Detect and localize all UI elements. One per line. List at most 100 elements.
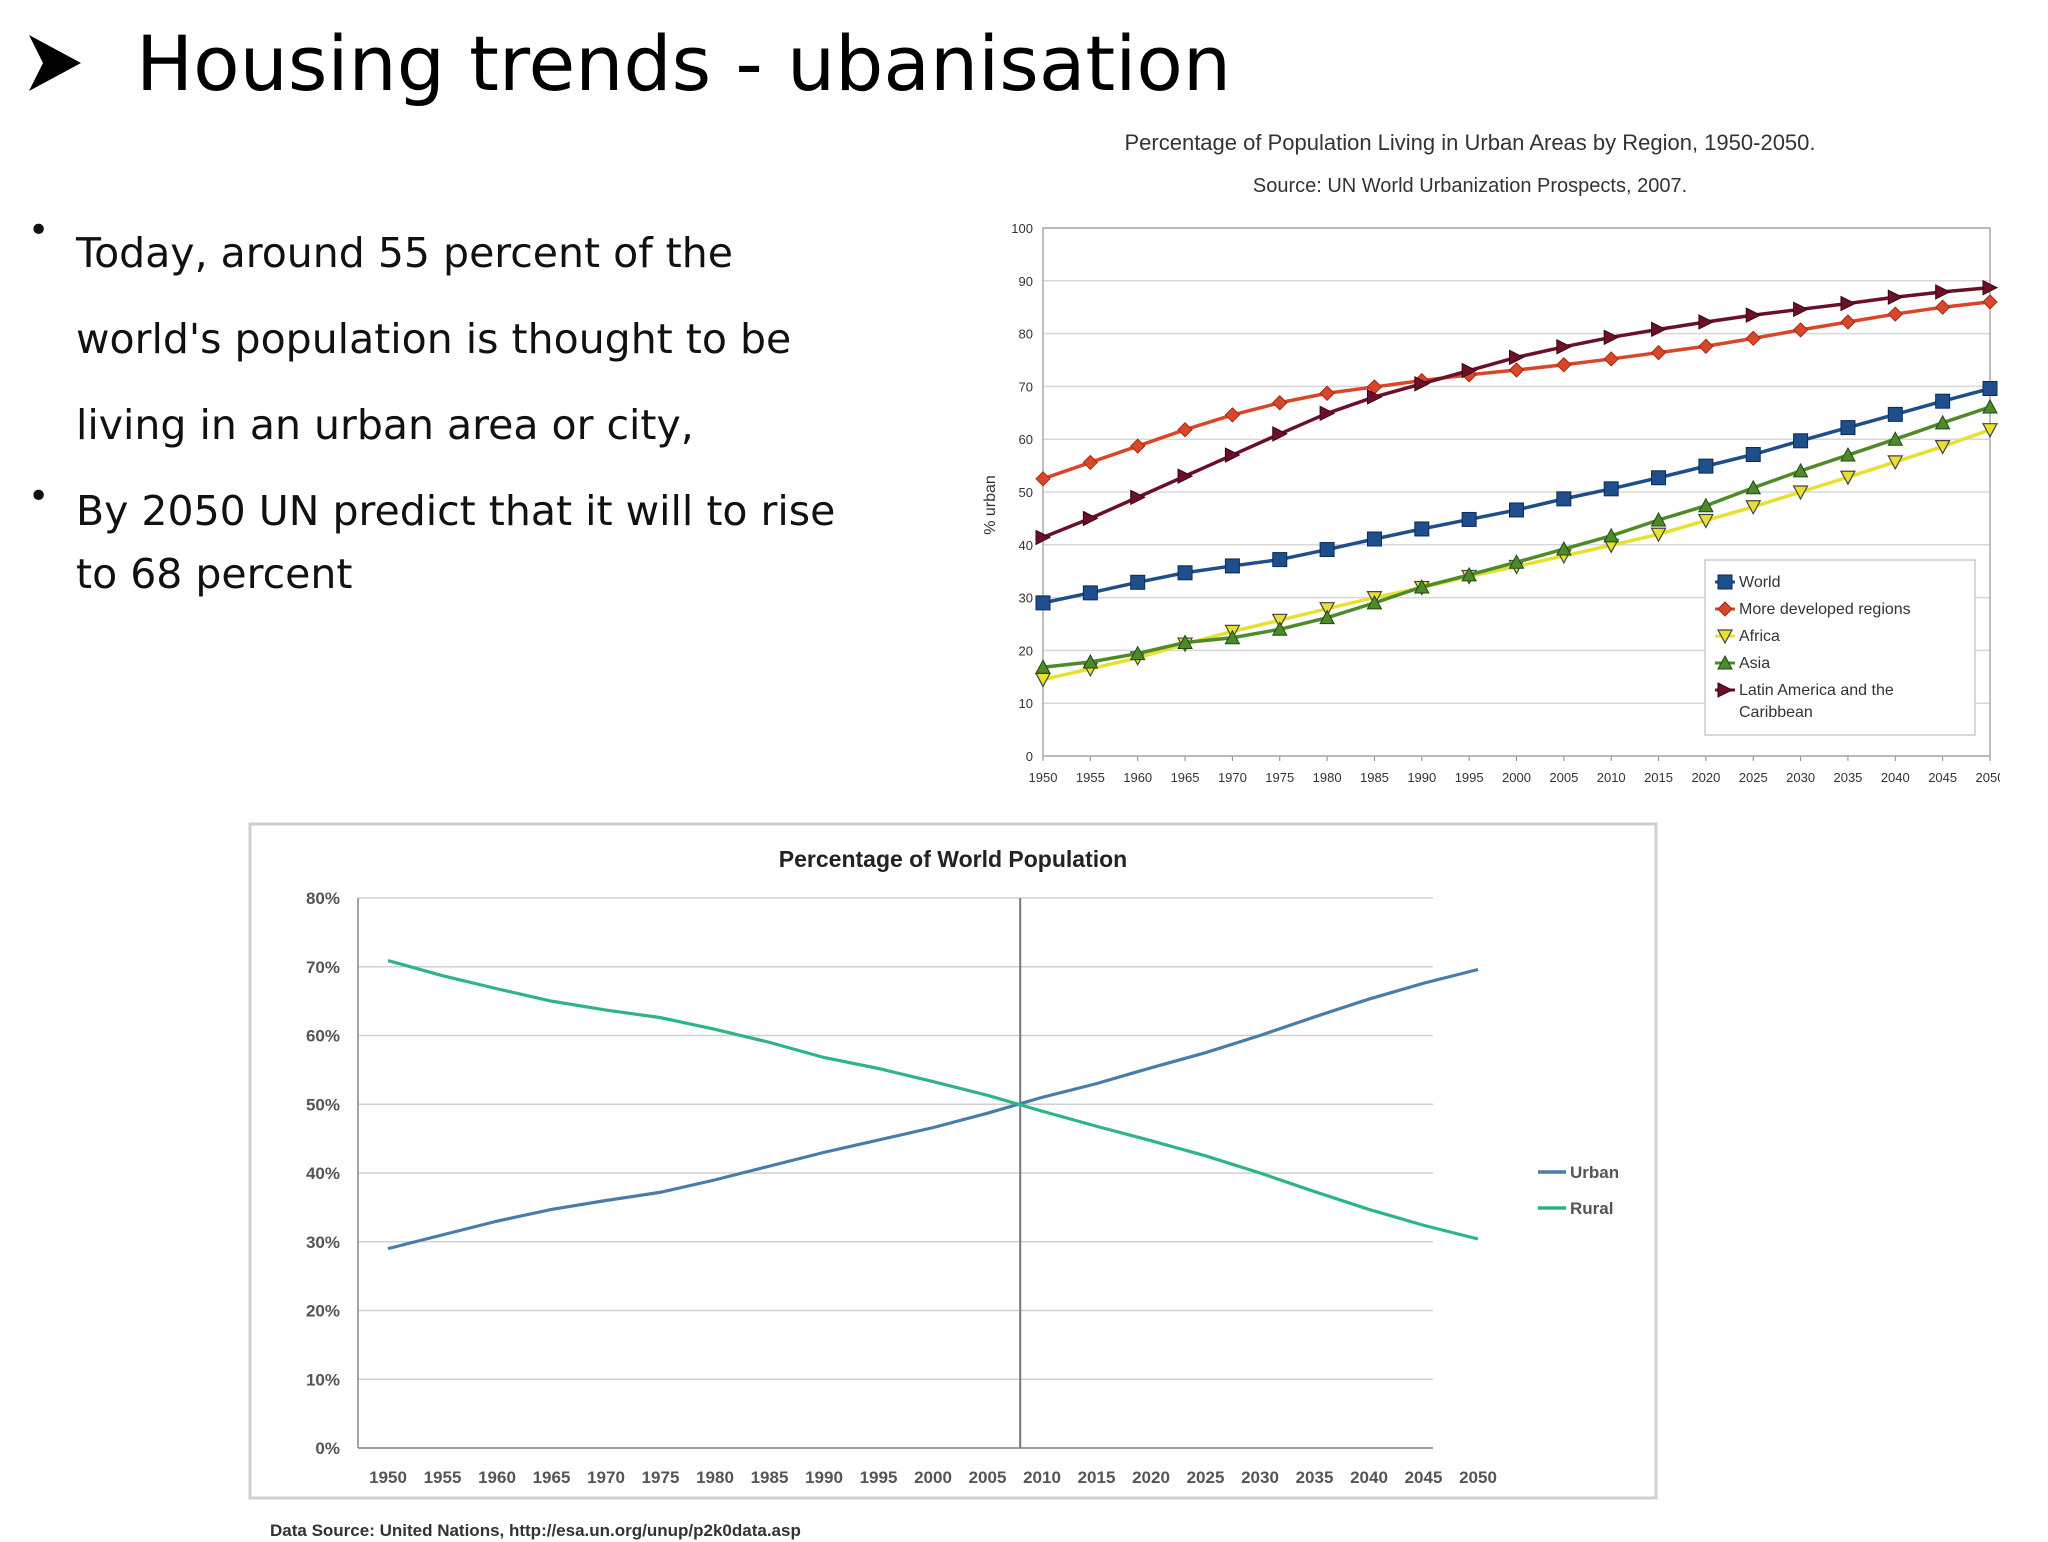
x-tick-label: 2040 (1350, 1468, 1388, 1487)
series-world (1035, 381, 1998, 611)
y-tick-label: 100 (1011, 221, 1033, 236)
data-point (1935, 393, 1951, 409)
slide-title-text: Housing trends - ubanisation (136, 18, 1231, 108)
legend: Urban Rural (1538, 1163, 1619, 1218)
data-point (1130, 574, 1146, 590)
data-point (1650, 344, 1667, 361)
data-point (1792, 485, 1809, 501)
legend-box (1704, 559, 1976, 736)
data-point (1082, 510, 1099, 527)
data-point (1717, 574, 1733, 590)
data-point (1082, 454, 1099, 471)
y-tick-label: 0 (1026, 749, 1033, 764)
data-point (1177, 634, 1193, 649)
data-point (1414, 521, 1430, 537)
data-point (1603, 351, 1619, 367)
y-tick-label: 30 (1019, 591, 1033, 606)
data-point (1414, 375, 1430, 392)
x-tick-label: 2025 (1739, 770, 1768, 785)
bullet-line: to 68 percent (76, 550, 353, 598)
chart-title: Percentage of Population Living in Urban… (1124, 130, 1815, 155)
data-point (1319, 385, 1335, 401)
x-tick-label: 2035 (1833, 770, 1862, 785)
bullet-dot-icon: • (28, 210, 50, 251)
y-tick-label: 50% (306, 1095, 340, 1114)
data-point (1177, 421, 1193, 438)
x-tick-label: 2035 (1296, 1468, 1334, 1487)
data-point (1556, 540, 1572, 556)
x-tick-label: 1950 (369, 1468, 407, 1487)
data-point (1698, 497, 1714, 513)
x-tick-label: 1985 (1360, 770, 1389, 785)
data-point (1035, 659, 1051, 674)
y-tick-label: 60 (1019, 432, 1033, 447)
data-point (1319, 602, 1336, 617)
data-point (1934, 299, 1951, 315)
bullet-list: • Today, around 55 percent of the world'… (22, 210, 902, 598)
x-tick-label: 2040 (1881, 770, 1910, 785)
y-tick-label: 80 (1019, 327, 1033, 342)
x-tick-label: 2005 (969, 1468, 1007, 1487)
series-rural (387, 959, 1479, 1241)
data-point (1745, 500, 1762, 516)
bullet-line: living in an urban area or city, (76, 401, 694, 449)
y-tick-label: 30% (306, 1233, 340, 1252)
x-tick-label: 1990 (1407, 770, 1436, 785)
x-tick-label: 1970 (1218, 770, 1247, 785)
x-tick-label: 2030 (1241, 1468, 1279, 1487)
x-tick-label: 2020 (1691, 770, 1720, 785)
y-tick-label: 50 (1019, 485, 1033, 500)
y-tick-label: 20 (1019, 643, 1033, 658)
x-tick-label: 2000 (1502, 770, 1531, 785)
data-point (1887, 431, 1904, 446)
x-tick-label: 1995 (860, 1468, 898, 1487)
data-point (1717, 682, 1734, 698)
data-point (1224, 629, 1241, 645)
data-point (1556, 491, 1572, 507)
data-point (1319, 405, 1336, 422)
series-latin-america-and-the-caribbean (1035, 279, 1999, 546)
world-population-chart: Percentage of World Population 0% 10% 20% 3… (248, 822, 1658, 1540)
data-point (1698, 314, 1715, 330)
data-point (1366, 594, 1383, 610)
y-tick-label: 0% (315, 1439, 340, 1458)
y-axis-label: % urban (982, 475, 999, 535)
data-point (1982, 398, 1998, 414)
x-tick-label: 1965 (1171, 770, 1200, 785)
data-point (1793, 433, 1809, 449)
data-point (1130, 489, 1146, 506)
x-tick-label: 1975 (1265, 770, 1294, 785)
x-tick-label: 1990 (805, 1468, 843, 1487)
series-group (387, 959, 1479, 1251)
data-point (1982, 279, 1999, 296)
data-point (1840, 295, 1857, 312)
data-point (1745, 447, 1761, 463)
data-point (1603, 527, 1620, 543)
data-point (1556, 357, 1572, 373)
data-point (1982, 294, 1998, 310)
data-point (1177, 468, 1194, 484)
data-point (1934, 414, 1951, 430)
y-tick-label: 20% (306, 1302, 340, 1321)
data-point (1717, 601, 1733, 617)
arrow-bullet-icon (29, 35, 81, 91)
data-point (1272, 552, 1288, 568)
data-point (1319, 609, 1335, 625)
legend-label: More developed regions (1739, 601, 1911, 618)
data-point (1366, 531, 1382, 547)
legend-label: Caribbean (1739, 704, 1813, 721)
data-point (1224, 447, 1241, 463)
data-point (1129, 438, 1146, 454)
series-urban (387, 967, 1479, 1251)
bullet-line: By 2050 UN predict that it will to rise (76, 487, 836, 535)
series-asia (1035, 398, 1998, 674)
data-point (1035, 595, 1051, 611)
data-point (1651, 321, 1667, 338)
y-tick-label: 90 (1019, 274, 1033, 289)
data-point (1982, 381, 1998, 397)
x-tick-label: 1980 (1313, 770, 1342, 785)
data-point (1650, 511, 1667, 527)
data-point (1840, 420, 1856, 436)
data-point (1603, 481, 1619, 497)
